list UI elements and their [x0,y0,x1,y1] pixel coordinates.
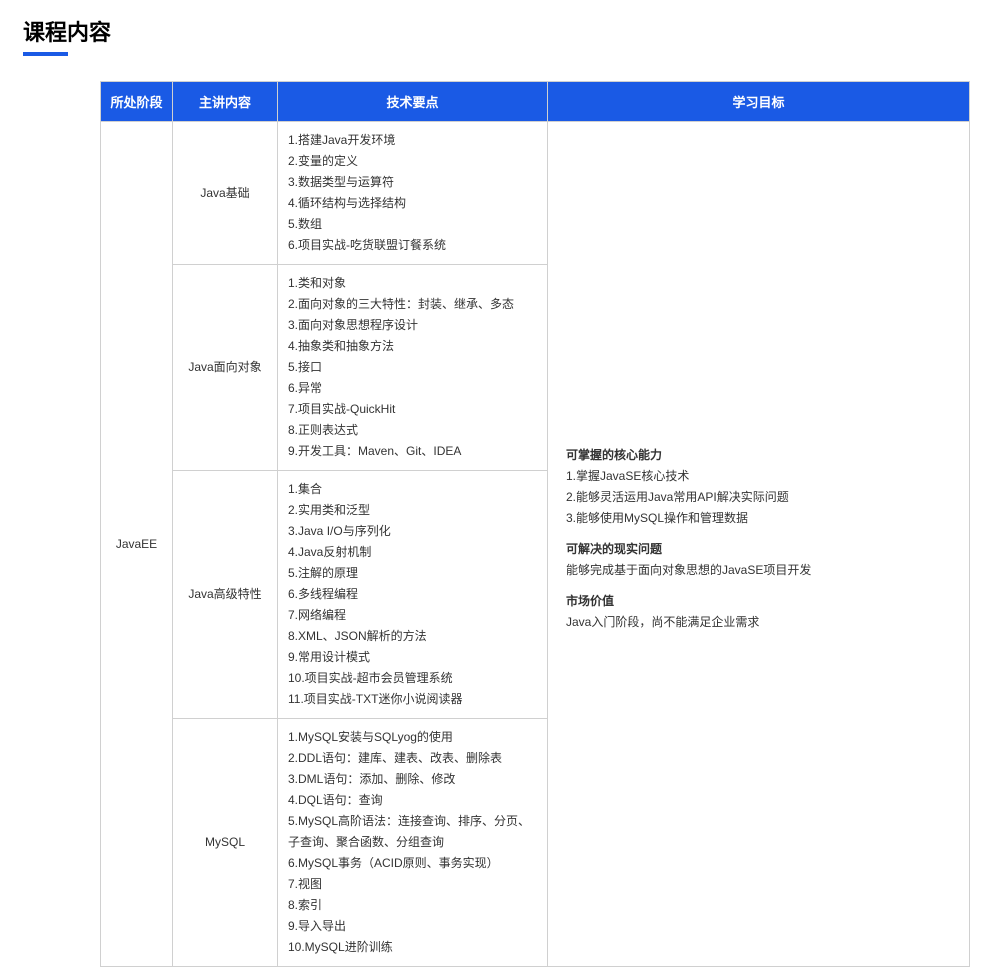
point-line: 1.类和对象 [288,273,537,294]
point-line: 6.异常 [288,378,537,399]
goal-core-item: 1.掌握JavaSE核心技术 [566,466,951,487]
point-line: 4.Java反射机制 [288,542,537,563]
point-line: 1.MySQL安装与SQLyog的使用 [288,727,537,748]
point-line: 2.DDL语句：建库、建表、改表、删除表 [288,748,537,769]
cell-topic: Java高级特性 [173,471,278,719]
cell-points: 1.MySQL安装与SQLyog的使用 2.DDL语句：建库、建表、改表、删除表… [278,719,548,967]
header-topic: 主讲内容 [173,82,278,122]
point-line: 9.导入导出 [288,916,537,937]
point-line: 9.开发工具：Maven、Git、IDEA [288,441,537,462]
point-line: 3.Java I/O与序列化 [288,521,537,542]
point-line: 8.XML、JSON解析的方法 [288,626,537,647]
point-line: 1.搭建Java开发环境 [288,130,537,151]
cell-goal: 可掌握的核心能力 1.掌握JavaSE核心技术 2.能够灵活运用Java常用AP… [548,122,970,967]
point-line: 6.多线程编程 [288,584,537,605]
title-underline [23,52,68,56]
point-line: 8.正则表达式 [288,420,537,441]
point-line: 4.抽象类和抽象方法 [288,336,537,357]
cell-points: 1.搭建Java开发环境 2.变量的定义 3.数据类型与运算符 4.循环结构与选… [278,122,548,265]
point-line: 5.注解的原理 [288,563,537,584]
point-line: 7.项目实战-QuickHit [288,399,537,420]
cell-topic: Java基础 [173,122,278,265]
page-title: 课程内容 [23,15,965,47]
goal-market-heading: 市场价值 [566,591,951,612]
cell-points: 1.类和对象 2.面向对象的三大特性：封装、继承、多态 3.面向对象思想程序设计… [278,265,548,471]
goal-problem-block: 可解决的现实问题 能够完成基于面向对象思想的JavaSE项目开发 [566,539,951,581]
table-row: JavaEE Java基础 1.搭建Java开发环境 2.变量的定义 3.数据类… [101,122,970,265]
goal-market-block: 市场价值 Java入门阶段，尚不能满足企业需求 [566,591,951,633]
point-line: 2.实用类和泛型 [288,500,537,521]
point-line: 3.数据类型与运算符 [288,172,537,193]
point-line: 4.循环结构与选择结构 [288,193,537,214]
point-line: 6.MySQL事务（ACID原则、事务实现） [288,853,537,874]
goal-problem-heading: 可解决的现实问题 [566,539,951,560]
goal-market-text: Java入门阶段，尚不能满足企业需求 [566,612,951,633]
goal-core-block: 可掌握的核心能力 1.掌握JavaSE核心技术 2.能够灵活运用Java常用AP… [566,445,951,529]
point-line: 7.视图 [288,874,537,895]
header-stage: 所处阶段 [101,82,173,122]
cell-topic: Java面向对象 [173,265,278,471]
point-line: 5.接口 [288,357,537,378]
point-line: 1.集合 [288,479,537,500]
point-line: 10.项目实战-超市会员管理系统 [288,668,537,689]
table-header-row: 所处阶段 主讲内容 技术要点 学习目标 [101,82,970,122]
point-line: 4.DQL语句：查询 [288,790,537,811]
point-line: 5.数组 [288,214,537,235]
course-table: 所处阶段 主讲内容 技术要点 学习目标 JavaEE Java基础 1.搭建Ja… [100,81,970,967]
point-line: 3.DML语句：添加、删除、修改 [288,769,537,790]
point-line: 10.MySQL进阶训练 [288,937,537,958]
point-line: 7.网络编程 [288,605,537,626]
cell-stage: JavaEE [101,122,173,967]
goal-problem-text: 能够完成基于面向对象思想的JavaSE项目开发 [566,560,951,581]
point-line: 5.MySQL高阶语法：连接查询、排序、分页、子查询、聚合函数、分组查询 [288,811,537,853]
goal-core-heading: 可掌握的核心能力 [566,445,951,466]
point-line: 3.面向对象思想程序设计 [288,315,537,336]
cell-topic: MySQL [173,719,278,967]
goal-core-item: 2.能够灵活运用Java常用API解决实际问题 [566,487,951,508]
cell-points: 1.集合 2.实用类和泛型 3.Java I/O与序列化 4.Java反射机制 … [278,471,548,719]
point-line: 9.常用设计模式 [288,647,537,668]
point-line: 2.变量的定义 [288,151,537,172]
point-line: 6.项目实战-吃货联盟订餐系统 [288,235,537,256]
header-goal: 学习目标 [548,82,970,122]
point-line: 8.索引 [288,895,537,916]
header-points: 技术要点 [278,82,548,122]
point-line: 2.面向对象的三大特性：封装、继承、多态 [288,294,537,315]
goal-core-item: 3.能够使用MySQL操作和管理数据 [566,508,951,529]
point-line: 11.项目实战-TXT迷你小说阅读器 [288,689,537,710]
